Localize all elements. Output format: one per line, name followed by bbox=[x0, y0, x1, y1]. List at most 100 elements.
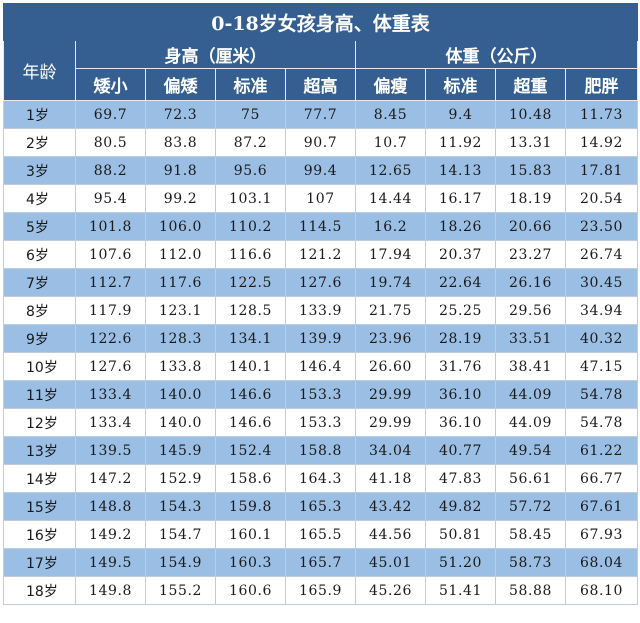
height-value-cell: 160.3 bbox=[215, 548, 286, 577]
height-value-cell: 87.2 bbox=[215, 128, 286, 157]
height-value-cell: 160.1 bbox=[215, 520, 286, 549]
age-cell: 14岁 bbox=[3, 464, 76, 493]
weight-value-cell: 67.61 bbox=[564, 492, 639, 521]
height-value-cell: 158.8 bbox=[285, 436, 356, 465]
weight-value-cell: 49.82 bbox=[425, 492, 496, 521]
age-cell: 17岁 bbox=[3, 548, 76, 577]
weight-value-cell: 23.96 bbox=[355, 324, 426, 353]
table-row: 7岁 112.7 117.6 122.5 127.6 19.74 22.64 26.16 30.… bbox=[3, 268, 639, 297]
height-value-cell: 154.9 bbox=[145, 548, 216, 577]
age-cell: 16岁 bbox=[3, 520, 76, 549]
age-cell: 8岁 bbox=[3, 296, 76, 325]
table-row: 6岁 107.6 112.0 116.6 121.2 17.94 20.37 23.27 26.… bbox=[3, 240, 639, 269]
weight-value-cell: 34.04 bbox=[355, 436, 426, 465]
height-value-cell: 112.0 bbox=[145, 240, 216, 269]
height-value-cell: 140.1 bbox=[215, 352, 286, 381]
weight-value-cell: 47.15 bbox=[564, 352, 639, 381]
height-value-cell: 139.5 bbox=[75, 436, 146, 465]
height-value-cell: 122.5 bbox=[215, 268, 286, 297]
height-value-cell: 152.9 bbox=[145, 464, 216, 493]
height-value-cell: 133.4 bbox=[75, 408, 146, 437]
height-col-header: 偏矮 bbox=[145, 68, 216, 101]
height-value-cell: 107.6 bbox=[75, 240, 146, 269]
weight-value-cell: 58.45 bbox=[495, 520, 566, 549]
table-row: 14岁 147.2 152.9 158.6 164.3 41.18 47.83 56.61 66… bbox=[3, 464, 639, 493]
height-value-cell: 127.6 bbox=[285, 268, 356, 297]
weight-value-cell: 26.74 bbox=[564, 240, 639, 269]
weight-value-cell: 29.99 bbox=[355, 408, 426, 437]
weight-value-cell: 20.54 bbox=[564, 184, 639, 213]
height-value-cell: 103.1 bbox=[215, 184, 286, 213]
age-cell: 12岁 bbox=[3, 408, 76, 437]
weight-value-cell: 21.75 bbox=[355, 296, 426, 325]
weight-value-cell: 41.18 bbox=[355, 464, 426, 493]
weight-value-cell: 30.45 bbox=[564, 268, 639, 297]
height-value-cell: 117.9 bbox=[75, 296, 146, 325]
weight-value-cell: 11.73 bbox=[564, 100, 639, 129]
height-value-cell: 95.6 bbox=[215, 156, 286, 185]
weight-value-cell: 66.77 bbox=[564, 464, 639, 493]
table-row: 16岁 149.2 154.7 160.1 165.5 44.56 50.81 58.45 67… bbox=[3, 520, 639, 549]
weight-value-cell: 14.44 bbox=[355, 184, 426, 213]
height-col-header: 超高 bbox=[285, 68, 356, 101]
weight-value-cell: 40.77 bbox=[425, 436, 496, 465]
height-value-cell: 69.7 bbox=[75, 100, 146, 129]
weight-col-header: 超重 bbox=[495, 68, 566, 101]
weight-value-cell: 17.81 bbox=[564, 156, 639, 185]
weight-value-cell: 68.04 bbox=[564, 548, 639, 577]
weight-value-cell: 23.27 bbox=[495, 240, 566, 269]
height-value-cell: 153.3 bbox=[285, 380, 356, 409]
height-value-cell: 127.6 bbox=[75, 352, 146, 381]
weight-value-cell: 29.56 bbox=[495, 296, 566, 325]
age-cell: 13岁 bbox=[3, 436, 76, 465]
table-row: 17岁 149.5 154.9 160.3 165.7 45.01 51.20 58.73 68… bbox=[3, 548, 639, 577]
height-value-cell: 107 bbox=[285, 184, 356, 213]
weight-value-cell: 22.64 bbox=[425, 268, 496, 297]
height-value-cell: 140.0 bbox=[145, 380, 216, 409]
height-value-cell: 133.8 bbox=[145, 352, 216, 381]
table-row: 3岁 88.2 91.8 95.6 99.4 12.65 14.13 15.83 17.81 bbox=[3, 156, 639, 185]
table-row: 2岁 80.5 83.8 87.2 90.7 10.7 11.92 13.31 14.92 bbox=[3, 128, 639, 157]
height-value-cell: 164.3 bbox=[285, 464, 356, 493]
weight-value-cell: 40.32 bbox=[564, 324, 639, 353]
height-value-cell: 149.8 bbox=[75, 576, 146, 605]
height-group-header: 身高（厘米） bbox=[75, 40, 356, 69]
weight-value-cell: 51.20 bbox=[425, 548, 496, 577]
height-value-cell: 165.5 bbox=[285, 520, 356, 549]
height-value-cell: 153.3 bbox=[285, 408, 356, 437]
height-value-cell: 165.9 bbox=[285, 576, 356, 605]
growth-table: 0-18岁女孩身高、体重表 年龄 身高（厘米） 体重（公斤） 矮小 偏矮 标准 … bbox=[2, 3, 639, 605]
age-cell: 6岁 bbox=[3, 240, 76, 269]
age-cell: 7岁 bbox=[3, 268, 76, 297]
height-value-cell: 72.3 bbox=[145, 100, 216, 129]
weight-value-cell: 23.50 bbox=[564, 212, 639, 241]
age-cell: 18岁 bbox=[3, 576, 76, 605]
height-value-cell: 149.2 bbox=[75, 520, 146, 549]
height-value-cell: 110.2 bbox=[215, 212, 286, 241]
weight-value-cell: 16.17 bbox=[425, 184, 496, 213]
weight-value-cell: 20.37 bbox=[425, 240, 496, 269]
weight-value-cell: 45.26 bbox=[355, 576, 426, 605]
height-value-cell: 123.1 bbox=[145, 296, 216, 325]
height-value-cell: 90.7 bbox=[285, 128, 356, 157]
weight-value-cell: 20.66 bbox=[495, 212, 566, 241]
height-col-header: 矮小 bbox=[75, 68, 146, 101]
weight-value-cell: 13.31 bbox=[495, 128, 566, 157]
age-cell: 10岁 bbox=[3, 352, 76, 381]
height-value-cell: 139.9 bbox=[285, 324, 356, 353]
height-value-cell: 128.3 bbox=[145, 324, 216, 353]
height-value-cell: 165.3 bbox=[285, 492, 356, 521]
weight-value-cell: 51.41 bbox=[425, 576, 496, 605]
height-value-cell: 165.7 bbox=[285, 548, 356, 577]
height-value-cell: 149.5 bbox=[75, 548, 146, 577]
table-row: 1岁 69.7 72.3 75 77.7 8.45 9.4 10.48 11.73 bbox=[3, 100, 639, 129]
weight-value-cell: 14.92 bbox=[564, 128, 639, 157]
height-value-cell: 133.4 bbox=[75, 380, 146, 409]
weight-value-cell: 49.54 bbox=[495, 436, 566, 465]
height-value-cell: 146.6 bbox=[215, 408, 286, 437]
height-value-cell: 114.5 bbox=[285, 212, 356, 241]
age-cell: 1岁 bbox=[3, 100, 76, 129]
age-cell: 15岁 bbox=[3, 492, 76, 521]
height-value-cell: 146.6 bbox=[215, 380, 286, 409]
height-value-cell: 112.7 bbox=[75, 268, 146, 297]
